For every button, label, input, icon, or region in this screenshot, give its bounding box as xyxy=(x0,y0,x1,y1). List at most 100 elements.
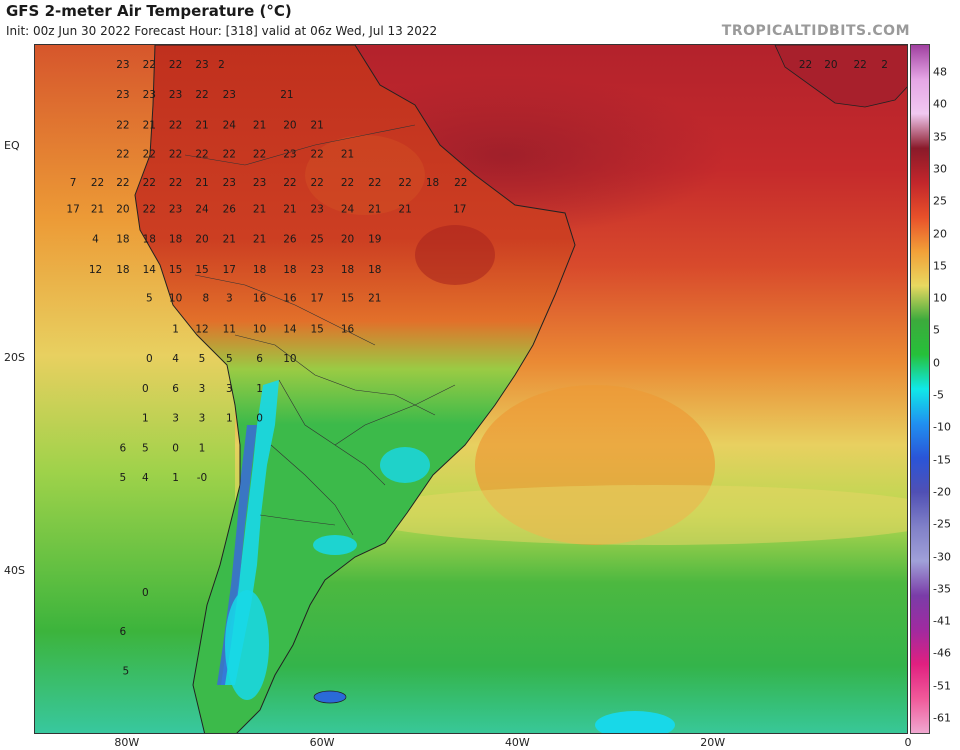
temperature-value: 23 xyxy=(169,204,182,216)
temperature-value: 1 xyxy=(199,442,206,454)
temperature-value: 24 xyxy=(341,204,355,216)
longitude-label: 20W xyxy=(700,736,726,749)
colorbar-tick-label: -15 xyxy=(933,453,951,467)
colorbar-tick-label: 20 xyxy=(933,227,947,240)
temperature-value: 3 xyxy=(199,383,206,395)
temperature-value: 22 xyxy=(341,177,354,189)
temperature-value: 20 xyxy=(824,59,837,71)
colorbar-tick-label: 0 xyxy=(933,356,940,370)
temperature-value: 15 xyxy=(311,324,324,336)
temperature-value: 22 xyxy=(169,120,182,132)
temperature-value: 26 xyxy=(283,233,297,245)
temperature-value: 12 xyxy=(89,264,102,276)
colorbar-tick-label: 35 xyxy=(933,130,947,144)
temperature-value: 23 xyxy=(283,148,296,160)
temperature-value: 20 xyxy=(283,120,296,132)
temperature-value: 22 xyxy=(169,148,182,160)
colorbar-tick-label: 48 xyxy=(933,65,947,79)
temperature-value: 18 xyxy=(116,233,129,245)
temperature-value: -0 xyxy=(197,472,207,484)
plata-cold-patch xyxy=(313,535,357,555)
temperature-value: 24 xyxy=(223,120,237,132)
temperature-value: 21 xyxy=(311,120,324,132)
temperature-value: 10 xyxy=(283,353,296,365)
temperature-value: 18 xyxy=(143,233,156,245)
temperature-value: 18 xyxy=(116,264,129,276)
temperature-value: 5 xyxy=(120,472,127,484)
temperature-value: 1 xyxy=(172,472,179,484)
temperature-value: 5 xyxy=(199,353,206,365)
temperature-value: 15 xyxy=(341,293,354,305)
latitude-label: 20S xyxy=(4,351,25,365)
temperature-value: 21 xyxy=(368,293,381,305)
temperature-value: 18 xyxy=(253,264,266,276)
temperature-value: 5 xyxy=(146,293,153,305)
temperature-value: 1 xyxy=(256,383,263,395)
temperature-value: 22 xyxy=(143,204,156,216)
temperature-value: 21 xyxy=(253,120,266,132)
temperature-value: 5 xyxy=(226,353,233,365)
temperature-value: 6 xyxy=(172,383,179,395)
temperature-value: 20 xyxy=(195,233,208,245)
temperature-value: 17 xyxy=(223,264,236,276)
temperature-value: 2 xyxy=(881,59,888,71)
temperature-value: 22 xyxy=(854,59,867,71)
temperature-value: 19 xyxy=(368,233,381,245)
temperature-value: 23 xyxy=(223,89,236,101)
temperature-value: 4 xyxy=(92,233,99,245)
temperature-value: 21 xyxy=(223,233,236,245)
temperature-value: 17 xyxy=(311,293,324,305)
temperature-value: 22 xyxy=(195,148,208,160)
temperature-value: 22 xyxy=(143,59,156,71)
africa-landmass xyxy=(774,45,907,108)
temperature-value: 21 xyxy=(253,204,266,216)
temperature-value: 0 xyxy=(146,353,153,365)
temperature-value: 3 xyxy=(199,413,206,425)
longitude-label: 80W xyxy=(114,736,140,749)
latitude-label: 40S xyxy=(4,563,25,577)
colorbar xyxy=(910,44,930,734)
temperature-value: 23 xyxy=(195,59,208,71)
uruguay-cold-patch xyxy=(380,447,430,483)
temperature-value: 18 xyxy=(283,264,296,276)
colorbar-tick-label: -25 xyxy=(933,517,951,531)
temperature-value: 22 xyxy=(116,177,129,189)
temperature-value: 21 xyxy=(195,120,208,132)
temperature-value: 24 xyxy=(195,204,209,216)
temperature-value: 23 xyxy=(253,177,266,189)
temperature-value: 16 xyxy=(341,324,355,336)
temperature-value: 12 xyxy=(195,324,208,336)
map-title: GFS 2-meter Air Temperature (°C) xyxy=(6,2,292,20)
temperature-value: 3 xyxy=(172,413,179,425)
colorbar-tick-label: -51 xyxy=(933,679,951,693)
amazon-hot-patch-2 xyxy=(305,135,425,215)
temperature-value: 26 xyxy=(223,204,237,216)
temperature-value: 22 xyxy=(143,148,156,160)
amazon-hot-patch xyxy=(415,225,495,285)
temperature-value: 14 xyxy=(283,324,297,336)
temperature-value: 17 xyxy=(66,204,79,216)
falklands-patch xyxy=(313,690,347,704)
map-subtitle: Init: 00z Jun 30 2022 Forecast Hour: [31… xyxy=(6,24,438,38)
temperature-value: 16 xyxy=(283,293,297,305)
colorbar-tick-label: 5 xyxy=(933,323,940,337)
colorbar-tick-label: -5 xyxy=(933,388,944,402)
temperature-value: 22 xyxy=(253,148,266,160)
temperature-value: 18 xyxy=(426,177,439,189)
colorbar-tick-label: -30 xyxy=(933,550,951,563)
temperature-value: 16 xyxy=(253,293,267,305)
temperature-value: 22 xyxy=(283,177,296,189)
temperature-value: 22 xyxy=(398,177,411,189)
temperature-value: 14 xyxy=(143,264,157,276)
temperature-value: 22 xyxy=(116,120,129,132)
temperature-value: 1 xyxy=(142,413,149,425)
temperature-value: 6 xyxy=(256,353,263,365)
temperature-value: 23 xyxy=(311,264,324,276)
colorbar-tick-label: -35 xyxy=(933,582,951,596)
temperature-value: 8 xyxy=(203,293,210,305)
colorbar-tick-label: -41 xyxy=(933,614,951,628)
temperature-value: 0 xyxy=(172,442,179,454)
temperature-value: 22 xyxy=(169,59,182,71)
patagonia-cold-patch xyxy=(225,590,269,700)
